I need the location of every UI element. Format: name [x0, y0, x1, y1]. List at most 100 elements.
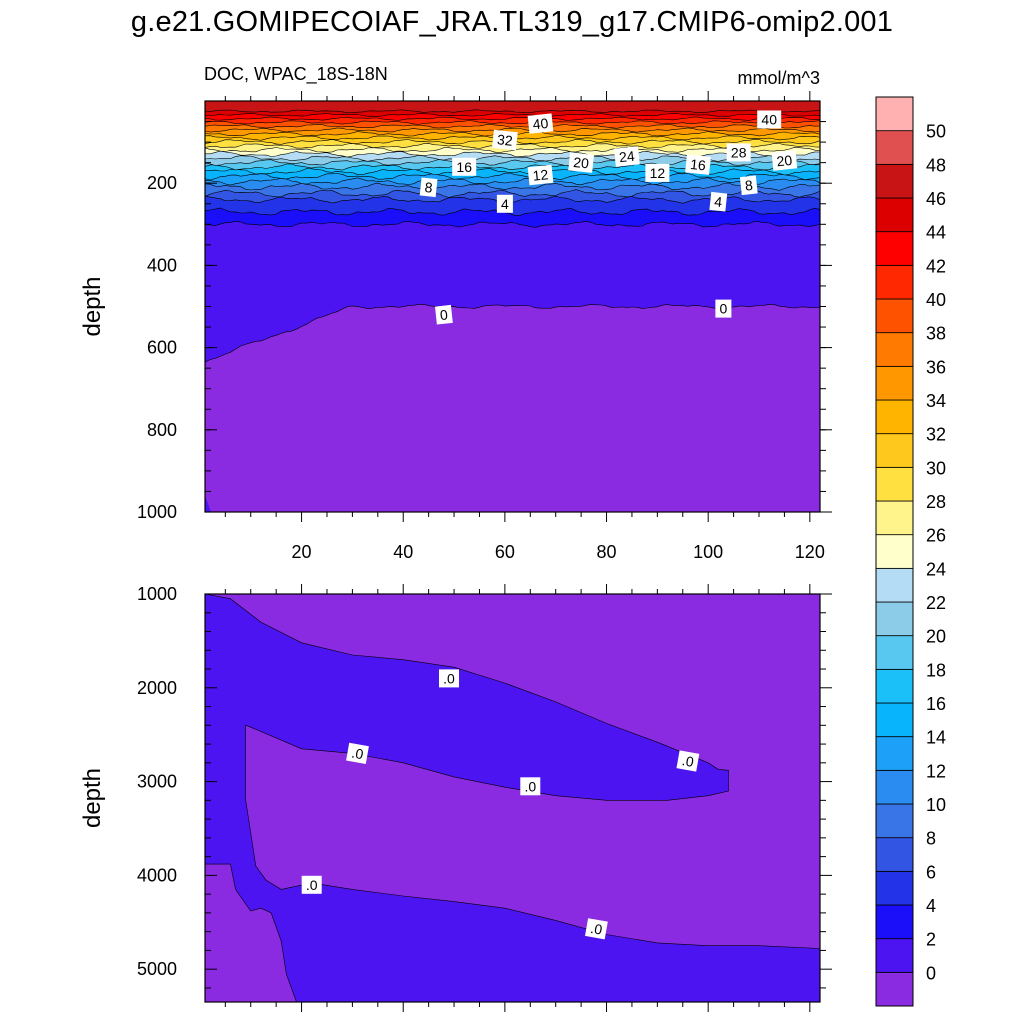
contour-label-box: [435, 304, 453, 325]
colorbar-label: 30: [926, 458, 946, 478]
upper-contour-label: 32: [492, 129, 518, 151]
colorbar-label: 12: [926, 761, 946, 781]
colorbar-box: [875, 399, 914, 435]
contour-label-text: 12: [650, 165, 666, 181]
x-tick-label: 100: [693, 542, 723, 562]
upper-contour-label: 4: [496, 194, 513, 213]
lower-contour-label: .0: [676, 750, 700, 772]
colorbar-box: [875, 466, 914, 502]
colorbar-box: [875, 635, 914, 670]
colorbar-label: 26: [926, 526, 946, 546]
contour-label-box: [685, 154, 711, 175]
lower-band-0-2: [205, 594, 820, 1002]
colorbar-box: [875, 130, 914, 165]
lower-y-axis-title: depth: [79, 768, 106, 828]
contour-label-box: [676, 750, 700, 772]
colorbar-box: [875, 769, 914, 805]
upper-contour-label: 20: [568, 152, 594, 173]
lower-contour-label: .0: [520, 777, 541, 796]
contour-label-text: 32: [496, 131, 513, 149]
contour-label-box: [715, 299, 732, 318]
x-tick-label: 80: [597, 542, 617, 562]
colorbar-label: 24: [926, 559, 946, 579]
contour-label-text: 40: [761, 112, 777, 128]
contour-label-text: 20: [573, 154, 590, 172]
colorbar-label: 10: [926, 795, 946, 815]
upper-contour-label: 16: [685, 154, 711, 175]
lower-contour-label: .0: [346, 742, 369, 764]
contour-label-box: [496, 194, 513, 213]
upper-contour-label: 4: [709, 191, 728, 212]
contour-label-box: [726, 143, 751, 162]
y-tick-label: 2000: [137, 678, 177, 698]
colorbar-box: [875, 534, 914, 569]
contour-label-text: 40: [532, 115, 549, 133]
upper-contour-label: 8: [419, 177, 438, 198]
upper-contour-label: 40: [527, 113, 554, 134]
upper-contour-label: 16: [452, 157, 477, 176]
upper-contour-label: 40: [757, 110, 782, 129]
lower-contour-fill: [205, 594, 820, 1002]
colorbar-label: 46: [926, 189, 946, 209]
y-tick-label: 200: [147, 173, 177, 193]
lower-panel: .0 .0 .0 .0 .0 .0 1000 2000 3000 4000 5000 depth: [79, 584, 832, 1012]
contour-label-box: [614, 146, 640, 167]
colorbar-box: [875, 803, 914, 839]
colorbar-label: 16: [926, 694, 946, 714]
contour-label-text: 8: [424, 179, 434, 196]
y-tick-label: 800: [147, 420, 177, 440]
colorbar-label: 2: [926, 930, 936, 950]
contour-label-text: 4: [501, 196, 509, 212]
colorbar-box: [875, 971, 914, 1007]
colorbar-box: [875, 567, 914, 603]
colorbar-label: 44: [926, 223, 946, 243]
colorbar-label: 22: [926, 593, 946, 613]
contour-label-box: [452, 157, 477, 176]
colorbar-box: [875, 938, 914, 973]
lower-frame: [204, 593, 821, 1003]
colorbar-label: 28: [926, 492, 946, 512]
x-tick-label: 40: [393, 542, 413, 562]
contour-label-box: [771, 150, 798, 171]
units-label: mmol/m^3: [737, 68, 820, 88]
colorbar-label: 18: [926, 660, 946, 680]
colorbar-label: 48: [926, 155, 946, 175]
contour-label-text: 8: [744, 177, 754, 194]
contour-label-text: .0: [350, 745, 364, 763]
y-tick-label: 1000: [137, 584, 177, 604]
contour-label-text: 0: [720, 301, 728, 317]
upper-contour-label: 12: [527, 164, 554, 186]
variable-label: DOC, WPAC_18S-18N: [204, 64, 388, 84]
contour-label-box: [757, 110, 782, 129]
x-tick-label: 20: [292, 542, 312, 562]
contour-label-text: .0: [443, 670, 455, 686]
colorbar-label: 50: [926, 122, 946, 142]
colorbar-box: [875, 904, 914, 940]
colorbar-label: 14: [926, 728, 946, 748]
contour-label-text: 20: [776, 152, 793, 170]
colorbar-label: 34: [926, 391, 946, 411]
colorbar-box: [875, 500, 914, 536]
x-tick-label: 60: [495, 542, 515, 562]
lower-contour-label: .0: [439, 669, 459, 688]
level-band-46: [205, 101, 820, 114]
y-tick-label: 400: [147, 255, 177, 275]
contour-label-box: [419, 177, 438, 198]
contour-label-box: [568, 152, 594, 173]
colorbar-label: 8: [926, 829, 936, 849]
lower-contour-label: .0: [584, 918, 608, 940]
colorbar-box: [875, 264, 914, 300]
colorbar-label: 42: [926, 256, 946, 276]
contour-label-text: .0: [524, 778, 536, 794]
contour-label-text: 16: [689, 156, 706, 174]
contour-label-box: [520, 777, 541, 796]
main-title: g.e21.GOMIPECOIAF_JRA.TL319_g17.CMIP6-om…: [130, 6, 894, 38]
colorbar-box: [875, 332, 914, 367]
upper-contour-label: 20: [771, 150, 798, 171]
contour-label-box: [527, 113, 554, 134]
contour-label-box: [739, 175, 758, 196]
contour-label-box: [492, 129, 518, 151]
colorbar-box: [875, 736, 914, 771]
colorbar-box: [875, 837, 914, 872]
